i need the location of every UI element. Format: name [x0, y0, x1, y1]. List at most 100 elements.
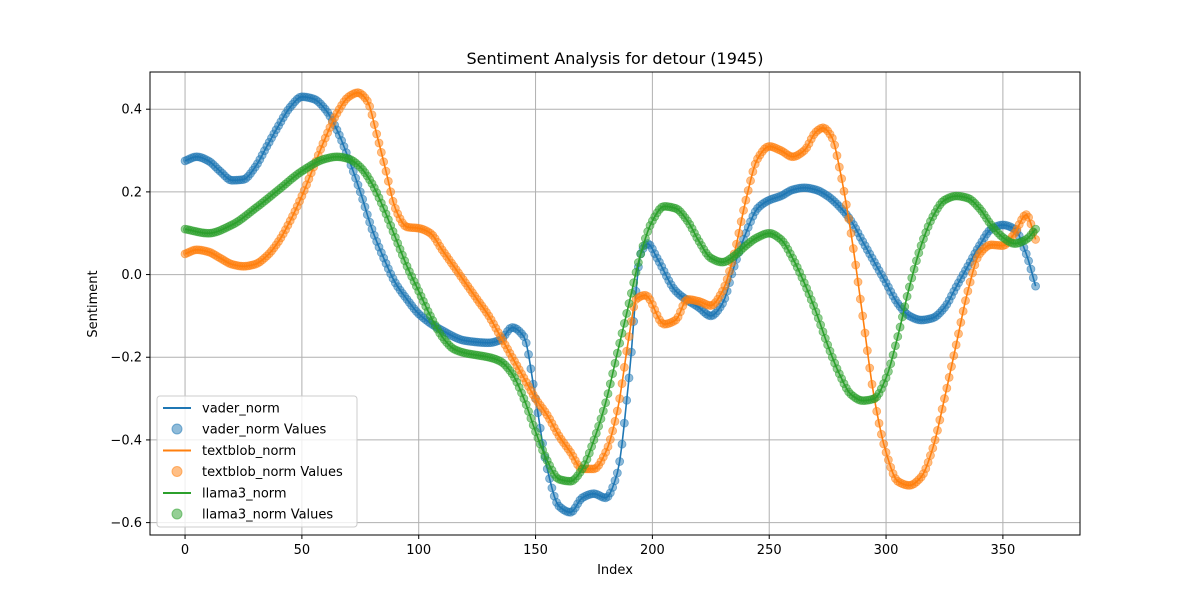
legend-label-llama3_norm: llama3_norm: [202, 487, 287, 502]
data-point: [603, 442, 613, 452]
legend-marker-textblob_norm: [171, 466, 183, 477]
legend: vader_norm vader_norm Values textblob_norm…: [156, 395, 358, 528]
data-point: [610, 416, 620, 426]
data-point: [615, 457, 625, 466]
data-point: [624, 373, 634, 383]
data-point: [844, 214, 854, 224]
data-point: [963, 286, 973, 296]
data-point: [956, 317, 966, 327]
data-point: [746, 176, 755, 186]
data-point: [636, 249, 646, 259]
data-point: [629, 278, 639, 288]
data-point: [841, 200, 851, 210]
data-point: [612, 468, 622, 478]
data-point: [524, 349, 533, 359]
data-point: [372, 129, 382, 139]
data-point: [608, 426, 618, 436]
data-point: [891, 341, 900, 351]
data-point: [610, 358, 620, 368]
data-point: [883, 367, 893, 376]
data-point: [615, 338, 625, 348]
data-point: [944, 372, 954, 382]
data-point: [386, 187, 396, 197]
data-point: [605, 379, 615, 389]
data-point: [855, 294, 865, 304]
data-point: [846, 228, 856, 238]
data-point: [937, 404, 947, 414]
data-point: [360, 202, 370, 212]
data-point: [598, 406, 608, 416]
data-point: [626, 288, 636, 298]
series-layer: [180, 88, 1040, 517]
data-point: [1031, 224, 1040, 234]
data-point: [907, 273, 917, 283]
data-point: [867, 379, 877, 389]
data-point: [926, 451, 935, 460]
data-point: [951, 340, 961, 350]
data-point: [940, 394, 949, 403]
data-point: [851, 260, 861, 270]
data-point: [376, 147, 386, 157]
data-point: [725, 266, 734, 276]
y-tick-label: 0.0: [121, 268, 142, 283]
data-point: [619, 418, 629, 428]
ticks: 0 50 100 150 200 250 300 350 −0.6 −0.4 −0.2 0.0 0.2 0…: [110, 103, 1015, 558]
data-point: [879, 439, 889, 449]
data-point: [914, 248, 924, 258]
data-point: [830, 140, 840, 150]
data-point: [748, 167, 758, 177]
data-point: [601, 398, 611, 408]
data-point: [961, 296, 970, 306]
x-tick-label: 150: [523, 543, 548, 558]
data-point: [872, 406, 882, 416]
data-point: [612, 348, 622, 358]
data-point: [622, 309, 632, 318]
chart-title: Sentiment Analysis for detour (1945): [467, 49, 764, 68]
data-point: [968, 268, 977, 278]
data-point: [619, 318, 629, 328]
data-point: [886, 359, 896, 369]
data-point: [358, 194, 368, 204]
legend-label-vader_norm: vader_norm: [202, 402, 280, 417]
data-point: [909, 264, 919, 274]
data-point: [594, 421, 604, 431]
data-point: [1028, 273, 1038, 283]
data-point: [1031, 281, 1040, 291]
x-tick-label: 250: [757, 543, 782, 558]
data-point: [624, 299, 634, 308]
data-point: [898, 312, 907, 322]
y-tick-label: 0.4: [121, 103, 142, 118]
data-point: [743, 186, 753, 195]
data-point: [876, 429, 886, 439]
x-tick-label: 300: [874, 543, 899, 558]
data-point: [839, 186, 849, 196]
data-point: [860, 328, 870, 338]
data-point: [954, 329, 963, 339]
data-point: [362, 210, 372, 220]
data-point: [837, 174, 847, 184]
data-point: [832, 151, 842, 161]
data-point: [853, 277, 863, 287]
data-point: [608, 369, 618, 379]
data-point: [965, 277, 975, 287]
data-point: [631, 267, 641, 277]
y-tick-label: −0.6: [110, 516, 142, 531]
data-point: [1026, 264, 1036, 274]
plot-area-frame: [149, 71, 1081, 536]
data-point: [928, 443, 938, 453]
data-point: [633, 258, 643, 267]
series-points-vader_norm: [180, 92, 1040, 517]
data-point: [369, 120, 379, 129]
data-point: [947, 362, 956, 371]
data-point: [732, 239, 741, 249]
data-point: [619, 362, 629, 372]
data-point: [722, 274, 732, 284]
data-point: [367, 110, 377, 120]
x-tick-label: 350: [990, 543, 1015, 558]
y-tick-label: 0.2: [121, 185, 142, 200]
data-point: [381, 166, 391, 176]
legend-box: [156, 395, 358, 528]
data-point: [612, 406, 622, 416]
data-point: [610, 476, 620, 486]
